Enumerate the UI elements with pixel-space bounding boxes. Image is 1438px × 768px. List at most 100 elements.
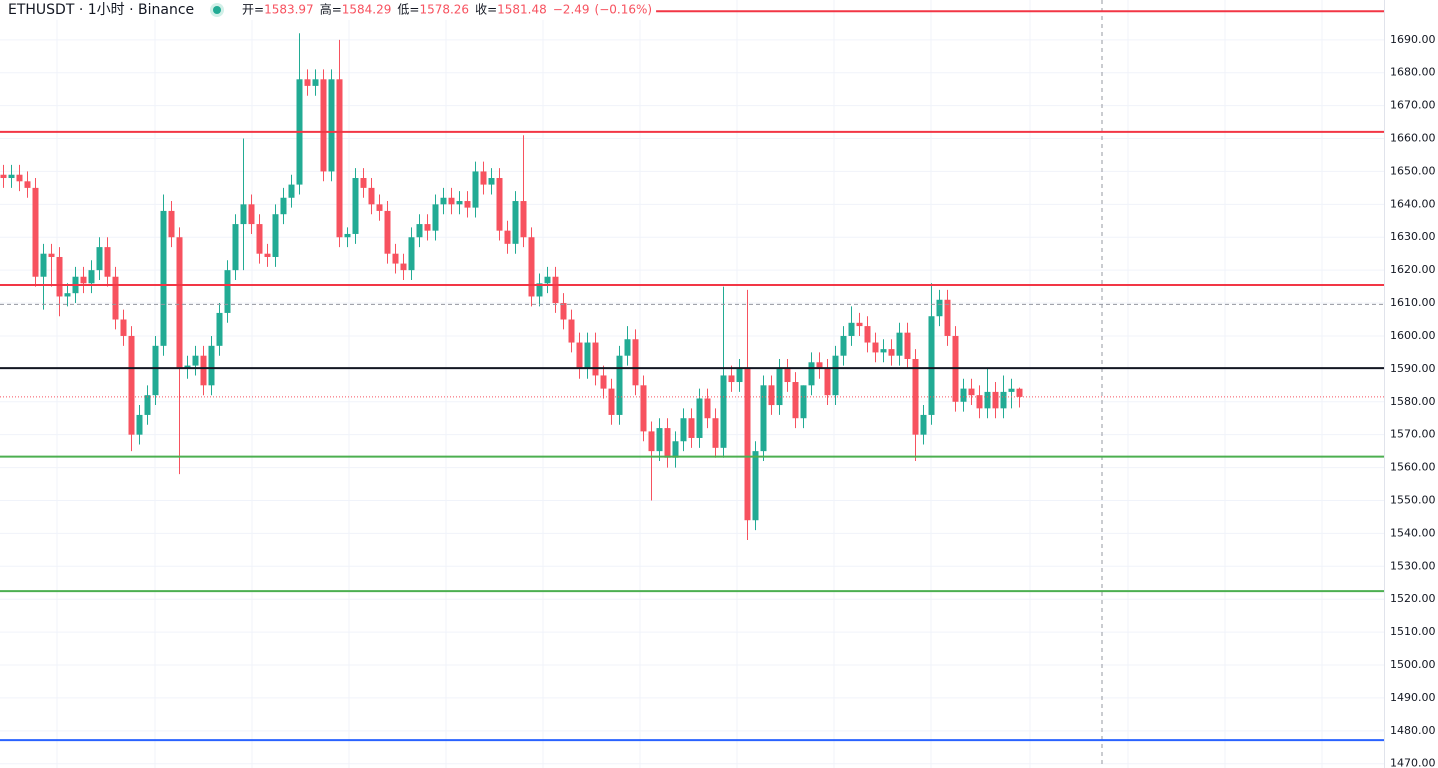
candle-body <box>288 184 295 198</box>
candle-body <box>728 375 735 383</box>
candle-body <box>40 253 47 277</box>
candle-body <box>440 197 447 205</box>
candle-body <box>312 79 319 86</box>
candle-body <box>904 332 911 359</box>
candle-body <box>368 187 375 205</box>
candle-body <box>656 428 663 452</box>
candle-body <box>96 247 103 271</box>
candle-body <box>648 431 655 452</box>
legend-change-pct: (−0.16%) <box>595 3 653 17</box>
candle-body <box>168 210 175 238</box>
candle-body <box>328 79 335 172</box>
candle-body <box>920 414 927 435</box>
candle-body <box>248 204 255 225</box>
candle-body <box>344 233 351 238</box>
symbol-title[interactable]: ETHUSDT · 1小时 · Binance <box>8 2 194 18</box>
candle-body <box>504 230 511 244</box>
candle-body <box>960 388 967 402</box>
candle-body <box>352 178 359 234</box>
y-tick-label: 1480.00 <box>1390 724 1436 737</box>
y-tick-label: 1630.00 <box>1390 230 1436 243</box>
candle-body <box>544 276 551 284</box>
candle-body <box>880 349 887 353</box>
candle-body <box>768 385 775 406</box>
candle-body <box>408 237 415 271</box>
candle-body <box>936 299 943 317</box>
candle-body <box>584 342 591 369</box>
candle-body <box>896 332 903 356</box>
candle-body <box>576 342 583 369</box>
candle-body <box>8 174 15 179</box>
candle-body <box>888 349 895 356</box>
y-tick-label: 1570.00 <box>1390 428 1436 441</box>
y-tick-label: 1590.00 <box>1390 362 1436 375</box>
candle-body <box>496 178 503 231</box>
candle-body <box>664 428 671 458</box>
y-tick-label: 1690.00 <box>1390 33 1436 46</box>
candle-body <box>32 187 39 277</box>
legend-change: −2.49 <box>553 3 590 17</box>
y-tick-label: 1550.00 <box>1390 493 1436 506</box>
candle-body <box>840 335 847 356</box>
candle-body <box>984 391 991 409</box>
candle-body <box>152 345 159 396</box>
candle-body <box>864 326 871 343</box>
axis-bg <box>1384 0 1438 768</box>
candle-body <box>232 224 239 271</box>
candle-body <box>432 204 439 231</box>
candle-body <box>1008 388 1015 392</box>
legend-value: 1584.29 <box>342 3 392 17</box>
candle-body <box>136 414 143 435</box>
candle-body <box>968 388 975 396</box>
candle-body <box>160 210 167 346</box>
candle-body <box>112 276 119 320</box>
legend-label: 收= <box>475 3 497 17</box>
candle-body <box>120 319 127 336</box>
y-tick-label: 1560.00 <box>1390 461 1436 474</box>
y-tick-label: 1680.00 <box>1390 66 1436 79</box>
candle-body <box>144 395 151 415</box>
candle-body <box>680 418 687 442</box>
candle-body <box>616 355 623 415</box>
candle-body <box>552 276 559 304</box>
y-tick-label: 1530.00 <box>1390 559 1436 572</box>
candle-body <box>600 375 607 389</box>
candle-body <box>976 395 983 409</box>
grid <box>0 0 1384 768</box>
candle-body <box>568 319 575 343</box>
legend-label: 低= <box>397 3 419 17</box>
candle-body <box>240 204 247 225</box>
candle-body <box>480 171 487 185</box>
legend-label: 开= <box>242 3 264 17</box>
candle-body <box>832 355 839 396</box>
candle-body <box>856 322 863 327</box>
candle-body <box>104 247 111 277</box>
candle-body <box>736 368 743 383</box>
candle-body <box>752 451 759 521</box>
candle-body <box>448 197 455 205</box>
candle-body <box>360 178 367 188</box>
candle-body <box>176 237 183 369</box>
candle-body <box>608 388 615 415</box>
legend-value: 1581.48 <box>497 3 547 17</box>
candle-body <box>192 355 199 366</box>
candle-body <box>928 316 935 415</box>
candle-body <box>720 375 727 448</box>
candle-body <box>224 270 231 313</box>
candle-body <box>400 263 407 271</box>
candle-body <box>24 181 31 188</box>
y-tick-label: 1520.00 <box>1390 592 1436 605</box>
candle-body <box>376 204 383 211</box>
candle-body <box>1016 388 1023 397</box>
candle-body <box>640 385 647 432</box>
y-tick-label: 1500.00 <box>1390 658 1436 671</box>
candle-body <box>64 293 71 297</box>
candle-body <box>632 339 639 386</box>
y-tick-label: 1650.00 <box>1390 164 1436 177</box>
candle-body <box>264 253 271 257</box>
candle-body <box>88 270 95 284</box>
y-tick-label: 1540.00 <box>1390 526 1436 539</box>
legend-label: 高= <box>320 2 342 17</box>
